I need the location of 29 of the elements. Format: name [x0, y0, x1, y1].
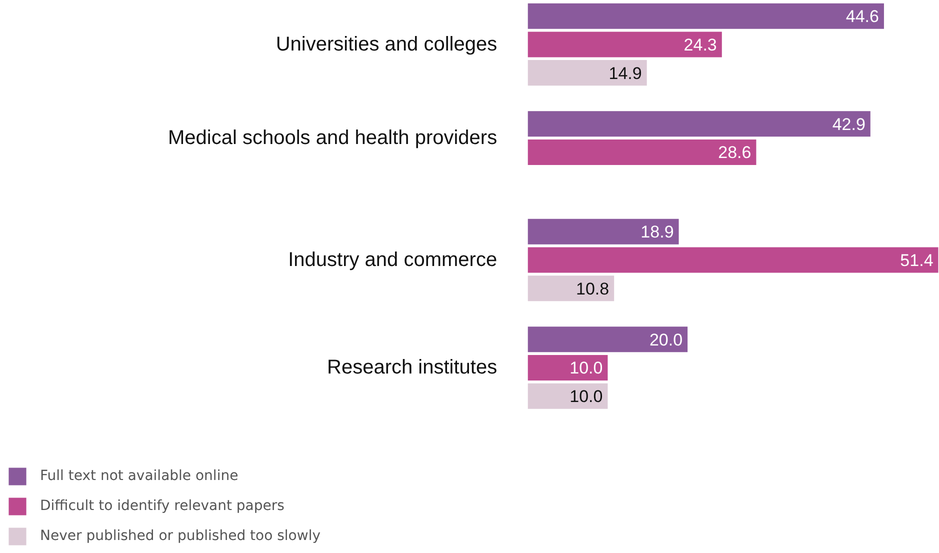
bar	[528, 354, 608, 381]
legend-label: Never published or published too slowly	[40, 528, 320, 544]
bar	[528, 218, 679, 244]
bar	[528, 60, 647, 86]
bar	[528, 247, 938, 273]
data-label: 10.0	[570, 387, 603, 406]
bar	[528, 32, 722, 58]
y-tick-label: Industry and commerce	[288, 248, 498, 271]
bar	[528, 3, 884, 29]
bar	[528, 276, 614, 302]
data-label: 24.3	[684, 35, 717, 54]
data-label: 10.0	[570, 358, 603, 378]
data-label: 18.9	[640, 222, 674, 242]
data-label: 51.4	[900, 250, 934, 270]
data-label: 44.6	[846, 7, 879, 26]
data-label: 20.0	[649, 330, 683, 350]
y-tick-label: Medical schools and health providers	[168, 127, 498, 150]
bar	[528, 326, 688, 352]
y-tick-label: Research institutes	[327, 356, 498, 379]
bar	[528, 383, 608, 409]
data-label: 28.6	[718, 143, 752, 162]
data-label: 10.8	[576, 279, 610, 298]
data-label: 42.9	[832, 114, 866, 134]
bar	[528, 111, 870, 137]
bar	[528, 139, 756, 165]
data-label: 14.9	[608, 64, 642, 83]
legend-label: Full text not available online	[40, 468, 238, 484]
legend-label: Difficult to identify relevant papers	[40, 498, 284, 514]
y-tick-label: Universities and colleges	[276, 33, 498, 56]
